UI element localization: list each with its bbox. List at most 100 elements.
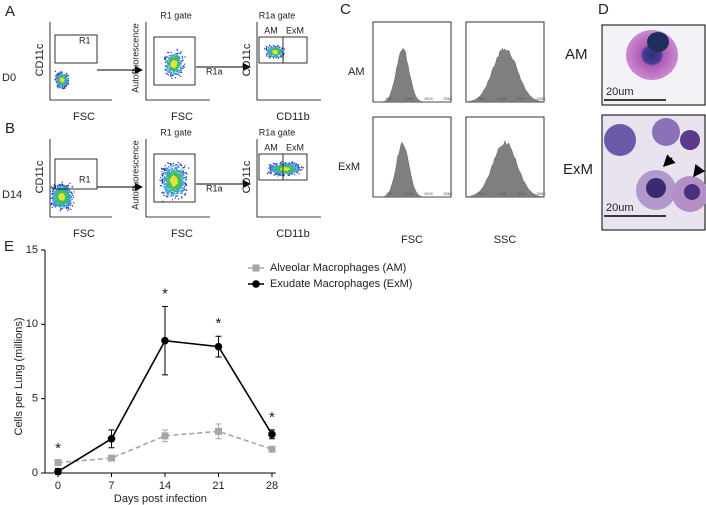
event-dot — [71, 186, 73, 188]
nucleus — [684, 184, 700, 200]
label: 256K — [536, 96, 546, 101]
event-dot — [183, 186, 186, 188]
event-dot — [180, 60, 182, 63]
event-dot — [291, 171, 293, 174]
event-dot — [60, 198, 62, 200]
event-dot — [298, 173, 300, 175]
event-dot — [57, 203, 60, 205]
event-dot — [270, 171, 272, 173]
event-dot — [287, 173, 289, 175]
event-dot — [293, 170, 295, 172]
event-dot — [176, 169, 178, 171]
event-dot — [178, 56, 181, 58]
event-dot — [57, 80, 59, 83]
x-tick-label: 28 — [266, 480, 278, 492]
event-dot — [172, 190, 175, 192]
event-dot — [278, 53, 280, 55]
event-dot — [177, 198, 180, 200]
event-dot — [184, 63, 186, 65]
label: D0 — [2, 72, 16, 84]
event-dot — [164, 164, 166, 167]
event-dot — [276, 52, 278, 55]
event-dot — [64, 186, 66, 189]
event-dot — [56, 194, 59, 196]
event-dot — [279, 52, 281, 54]
event-dot — [61, 181, 64, 183]
event-dot — [177, 161, 179, 163]
event-dot — [270, 55, 272, 57]
event-dot — [279, 170, 282, 172]
event-dot — [269, 50, 271, 52]
event-dot — [174, 193, 176, 195]
event-dot — [174, 55, 176, 57]
event-dot — [169, 190, 171, 192]
event-dot — [53, 197, 55, 199]
event-dot — [176, 59, 178, 61]
event-dot — [276, 163, 278, 165]
event-dot — [166, 73, 169, 75]
event-dot — [70, 202, 72, 205]
event-dot — [63, 87, 65, 89]
event-dot — [178, 189, 181, 191]
x-tick-label: 7 — [108, 480, 114, 492]
event-dot — [60, 74, 63, 76]
event-dot — [67, 83, 70, 86]
event-dot — [169, 54, 171, 57]
event-dot — [69, 191, 71, 193]
event-dot — [299, 167, 301, 169]
event-dot — [265, 47, 268, 49]
event-dot — [59, 198, 61, 200]
event-dot — [269, 48, 271, 51]
event-dot — [280, 172, 283, 174]
event-dot — [174, 174, 176, 177]
event-dot — [270, 172, 272, 175]
event-dot — [166, 55, 168, 58]
event-dot — [170, 71, 173, 74]
event-dot — [170, 164, 172, 166]
event-dot — [171, 167, 174, 170]
event-dot — [177, 175, 180, 177]
event-dot — [181, 169, 183, 171]
event-dot — [176, 56, 179, 58]
event-dot — [171, 173, 173, 175]
event-dot — [164, 68, 166, 71]
event-dot — [279, 168, 281, 171]
event-dot — [175, 167, 178, 170]
event-dot — [172, 162, 175, 165]
gate — [153, 36, 196, 86]
event-dot — [275, 55, 277, 57]
event-dot — [177, 73, 179, 76]
event-dot — [71, 198, 73, 201]
event-dot — [177, 60, 179, 63]
event-dot — [290, 171, 292, 173]
event-dot — [182, 67, 184, 69]
arrow — [662, 154, 676, 168]
event-dot — [169, 175, 171, 177]
event-dot — [174, 197, 176, 199]
event-dot — [269, 166, 271, 168]
event-dot — [177, 65, 179, 67]
event-dot — [49, 197, 52, 200]
event-dot — [60, 76, 63, 78]
event-dot — [175, 72, 177, 74]
event-dot — [66, 72, 68, 75]
event-dot — [276, 45, 279, 48]
event-dot — [68, 198, 71, 200]
axis-label: CD11c — [34, 43, 46, 76]
event-dot — [298, 169, 300, 172]
event-dot — [53, 184, 55, 186]
event-dot — [179, 190, 181, 193]
event-dot — [181, 176, 183, 178]
event-dot — [176, 182, 178, 185]
event-dot — [171, 165, 173, 167]
event-dot — [178, 57, 180, 59]
event-dot — [183, 166, 185, 169]
event-dot — [176, 63, 178, 65]
event-dot — [180, 172, 183, 175]
event-dot — [163, 180, 166, 183]
label: ExM — [286, 25, 304, 35]
gate — [54, 34, 98, 64]
event-dot — [167, 167, 169, 170]
event-dot — [58, 82, 60, 84]
event-dot — [266, 54, 268, 56]
